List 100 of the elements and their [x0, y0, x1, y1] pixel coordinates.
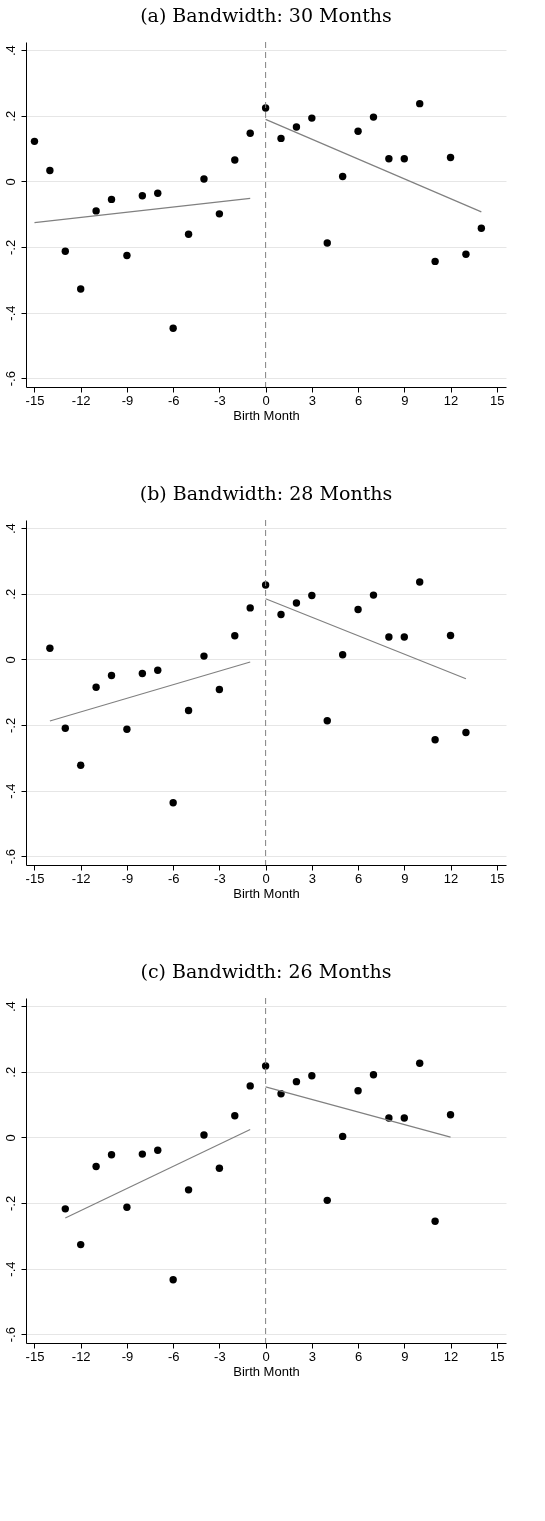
x-tick-label: -6: [167, 1348, 180, 1364]
x-axis-title: Birth Month: [233, 407, 300, 423]
x-tick-label: 6: [354, 870, 363, 886]
point: [200, 652, 208, 660]
point: [446, 1111, 455, 1119]
point: [200, 175, 208, 183]
x-tick-label: 3: [308, 1348, 316, 1364]
point: [138, 192, 147, 200]
point: [184, 706, 193, 715]
x-tick-label: 3: [308, 870, 316, 886]
point: [416, 99, 424, 108]
x-tick-label: -12: [71, 392, 91, 408]
x-tick-label: 15: [490, 1348, 505, 1364]
y-tick-label: .2: [2, 110, 18, 122]
x-tick-label: -9: [121, 1348, 134, 1364]
point: [215, 1164, 224, 1172]
y-tick-label: -.6: [2, 371, 18, 387]
point: [184, 230, 193, 238]
x-tick-label: -6: [167, 392, 180, 408]
point: [231, 632, 239, 640]
point: [231, 1112, 239, 1120]
point: [61, 247, 69, 255]
point: [277, 610, 285, 619]
y-tick-label: -.2: [2, 717, 18, 734]
point: [169, 324, 177, 332]
y-tick-label: 0: [2, 656, 18, 664]
x-tick-label: 0: [262, 1348, 270, 1364]
y-tick-label: -.6: [2, 849, 18, 865]
point: [246, 604, 254, 612]
point: [246, 129, 254, 137]
x-tick-label: 15: [490, 870, 505, 886]
y-tick-label: -.2: [2, 1195, 18, 1212]
point: [323, 717, 331, 725]
point: [354, 605, 362, 614]
point: [46, 166, 54, 175]
x-tick-label: -15: [25, 392, 45, 408]
point: [323, 239, 331, 247]
point: [400, 633, 409, 641]
x-axis-title: Birth Month: [233, 885, 300, 901]
x-tick-label: 0: [262, 392, 270, 408]
y-tick-label: .2: [2, 588, 18, 600]
point: [308, 114, 316, 122]
y-tick-label: 0: [2, 1134, 18, 1142]
x-axis-title: Birth Month: [233, 1363, 300, 1379]
y-tick-label: .4: [2, 1001, 18, 1013]
point: [200, 1131, 208, 1139]
x-tick-label: 3: [308, 392, 316, 408]
point: [385, 633, 393, 641]
point: [77, 761, 85, 769]
y-tick-label: -.4: [2, 783, 18, 799]
chart-title: (a) Bandwidth: 30 Months: [140, 3, 392, 26]
point: [92, 1162, 100, 1171]
point: [400, 155, 409, 163]
point: [292, 599, 301, 607]
y-tick-label: .2: [2, 1066, 18, 1078]
x-tick-label: 12: [443, 1348, 459, 1364]
point: [154, 189, 162, 197]
point: [138, 1150, 147, 1158]
chart-title: (b) Bandwidth: 28 Months: [139, 481, 393, 504]
point: [338, 1132, 347, 1141]
x-tick-label: 9: [401, 392, 409, 408]
point: [292, 1077, 301, 1086]
point: [107, 671, 116, 680]
point: [107, 1151, 116, 1159]
point: [462, 250, 470, 258]
x-tick-label: -9: [121, 392, 134, 408]
point: [61, 1205, 69, 1213]
point: [308, 591, 316, 600]
x-tick-label: 12: [443, 392, 459, 408]
point: [92, 207, 100, 215]
point: [431, 1217, 439, 1226]
point: [123, 251, 131, 260]
point: [123, 725, 131, 733]
x-tick-label: -3: [214, 870, 226, 886]
point: [184, 1186, 193, 1194]
point: [138, 669, 147, 678]
y-tick-label: 0: [2, 178, 18, 186]
point: [92, 683, 100, 691]
point: [338, 172, 347, 181]
point: [308, 1072, 316, 1080]
point: [261, 104, 270, 112]
point: [231, 156, 239, 164]
point: [416, 578, 424, 586]
point: [446, 153, 455, 162]
point: [46, 644, 54, 652]
point: [400, 1114, 409, 1122]
x-tick-label: 12: [443, 870, 459, 886]
point: [154, 666, 162, 674]
x-tick-label: -12: [71, 1348, 91, 1364]
point: [431, 257, 439, 266]
point: [385, 155, 393, 163]
x-tick-label: 6: [354, 392, 363, 408]
x-tick-label: 9: [401, 870, 409, 886]
point: [354, 1087, 362, 1095]
point: [416, 1059, 424, 1067]
chart-title: (c) Bandwidth: 26 Months: [140, 959, 392, 982]
point: [431, 736, 439, 744]
point: [292, 123, 301, 131]
point: [369, 591, 378, 599]
y-tick-label: .4: [2, 45, 18, 57]
